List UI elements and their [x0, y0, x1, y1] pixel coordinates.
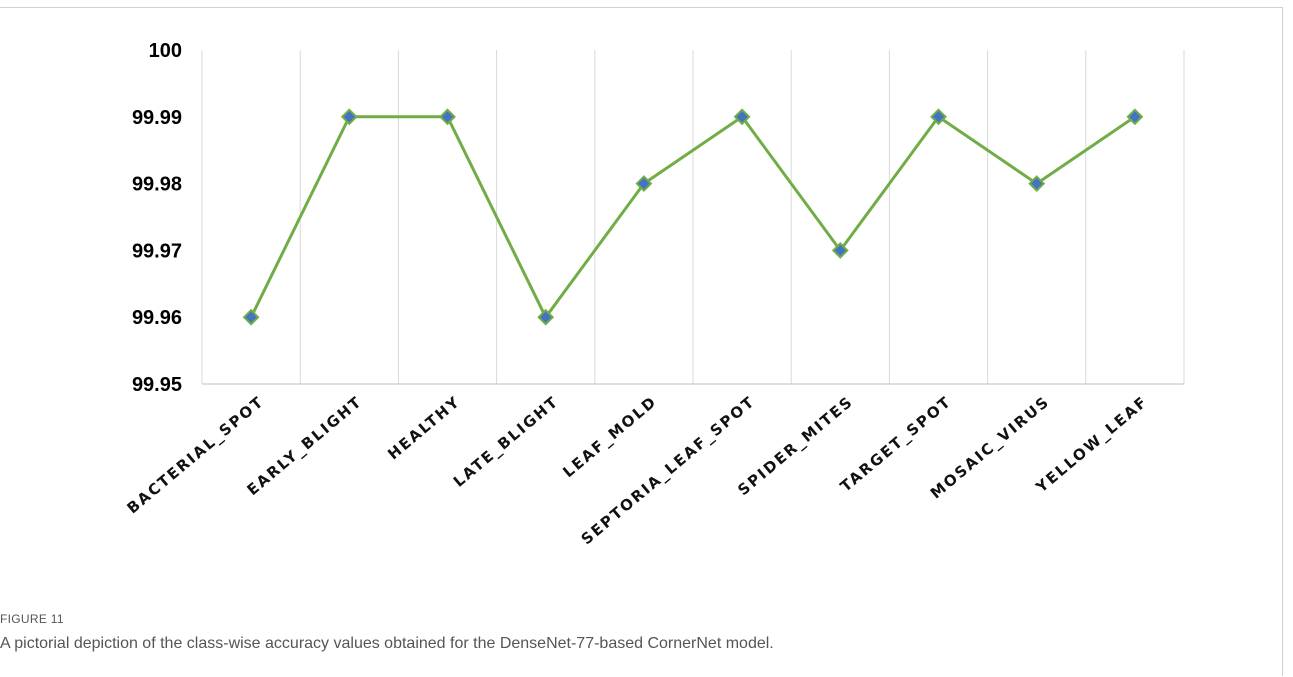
- data-point-marker: [242, 308, 260, 326]
- y-tick-label: 99.99: [132, 107, 182, 129]
- y-tick-label: 99.97: [132, 240, 182, 262]
- data-point-marker: [340, 108, 358, 126]
- data-point-marker: [1126, 108, 1144, 126]
- markers: [242, 108, 1144, 326]
- line-chart: 99.95 99.96 99.97 99.98 99.99 100 BACTERIAL_S…: [123, 40, 1185, 548]
- data-point-marker: [733, 108, 751, 126]
- data-point-marker: [537, 308, 555, 326]
- x-tick-label: LATE_BLIGHT: [450, 392, 562, 490]
- figure-caption: A pictorial depiction of the class-wise …: [0, 635, 774, 652]
- figure-label: FIGURE 11: [0, 612, 64, 626]
- y-tick-label: 100: [149, 40, 182, 62]
- x-tick-label: LEAF_MOLD: [559, 392, 660, 481]
- data-point-marker: [635, 175, 653, 193]
- data-point-marker: [439, 108, 456, 126]
- y-tick-label: 99.95: [132, 374, 182, 396]
- x-tick-label: BACTERIAL_SPOT: [123, 392, 267, 517]
- y-tick-label: 99.96: [132, 307, 182, 329]
- series-line: [249, 115, 1136, 319]
- data-point-marker: [1028, 175, 1046, 193]
- grid-lines: [201, 50, 1185, 384]
- figure-frame: [0, 7, 1283, 676]
- y-tick-label: 99.98: [132, 174, 182, 196]
- x-tick-label: HEALTHY: [384, 392, 464, 463]
- series-line-layer: [249, 115, 1136, 319]
- x-tick-label: SEPTORIA_LEAF_SPOT: [578, 392, 759, 548]
- y-tick-labels: 99.95 99.96 99.97 99.98 99.99 100: [132, 40, 182, 396]
- data-point-marker: [831, 241, 849, 259]
- data-point-marker: [930, 108, 947, 126]
